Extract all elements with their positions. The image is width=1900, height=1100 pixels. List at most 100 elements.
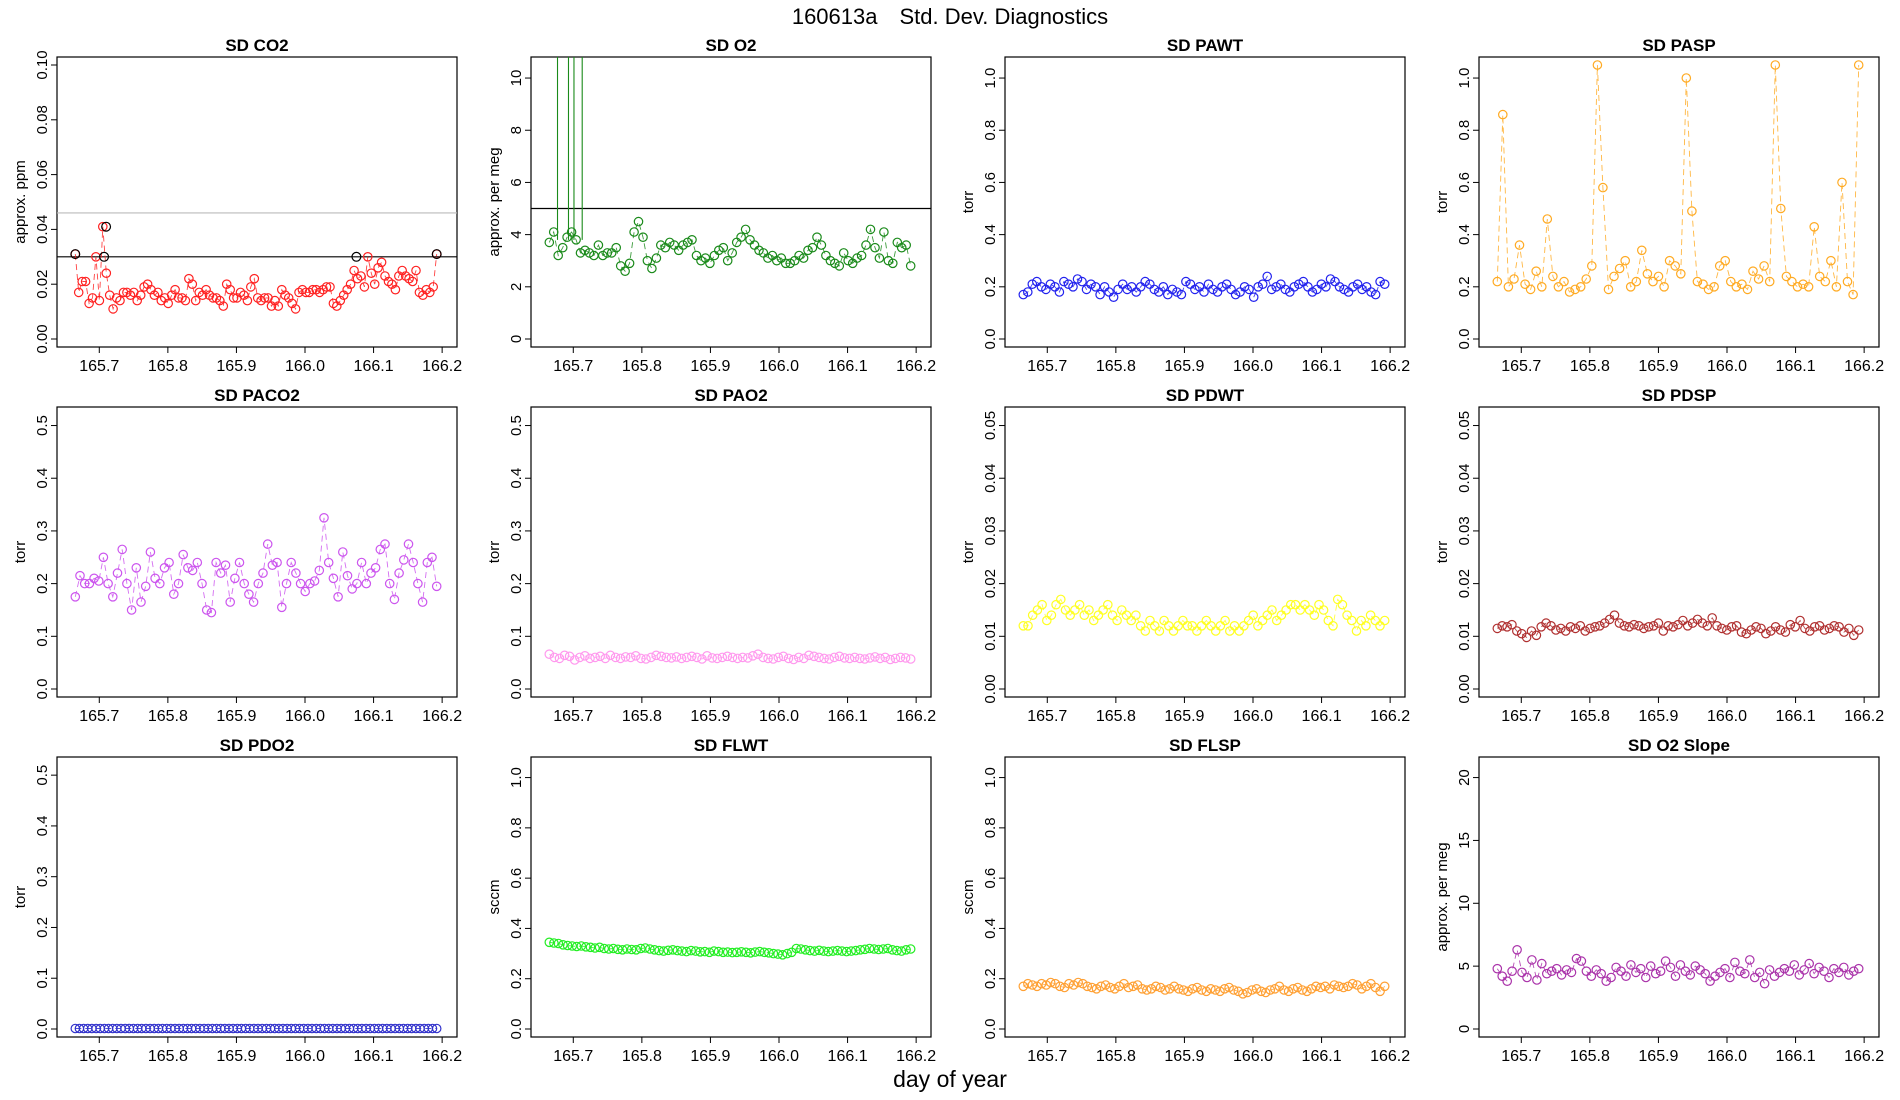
data-point xyxy=(1037,599,1047,610)
data-point xyxy=(1032,605,1043,615)
data-point xyxy=(1046,610,1057,620)
data-point xyxy=(1585,623,1595,634)
data-point xyxy=(1820,276,1831,287)
data-point xyxy=(1570,284,1580,295)
data-point xyxy=(1595,620,1605,631)
data-point xyxy=(856,250,867,261)
data-point xyxy=(1315,982,1326,993)
plot-frame xyxy=(1478,406,1880,698)
x-tick-label: 166.1 xyxy=(1302,1048,1342,1065)
data-point xyxy=(1247,985,1257,995)
data-point xyxy=(1265,985,1276,995)
data-point xyxy=(1036,978,1047,989)
data-point xyxy=(638,232,648,242)
data-point xyxy=(1023,620,1033,631)
data-point xyxy=(661,652,672,663)
data-point xyxy=(1192,626,1202,636)
data-point xyxy=(115,295,125,306)
x-tick-label: 165.9 xyxy=(216,358,256,375)
data-point xyxy=(305,578,315,589)
data-point xyxy=(1842,276,1853,287)
data-point xyxy=(1507,619,1517,630)
data-point xyxy=(905,944,916,954)
data-point xyxy=(300,586,310,597)
x-tick-label: 166.1 xyxy=(354,1048,394,1065)
data-point xyxy=(544,237,555,248)
data-point xyxy=(1142,985,1152,995)
data-point xyxy=(782,948,792,959)
data-point xyxy=(1276,610,1287,620)
data-point xyxy=(1187,983,1198,994)
data-point xyxy=(625,652,636,663)
figure-title-text: Std. Dev. Diagnostics xyxy=(899,4,1109,29)
data-point xyxy=(686,651,697,662)
y-tick-label: 0.00 xyxy=(34,324,51,353)
x-tick-label: 166.0 xyxy=(1707,358,1747,375)
x-tick-label: 165.8 xyxy=(622,1048,662,1065)
data-point xyxy=(323,557,334,568)
data-point xyxy=(783,653,794,664)
data-point xyxy=(122,578,132,589)
data-point xyxy=(870,652,880,662)
data-point xyxy=(666,653,677,663)
data-point xyxy=(1140,626,1151,636)
data-point xyxy=(428,282,438,292)
data-point xyxy=(403,539,414,549)
data-point xyxy=(1521,632,1532,643)
data-point xyxy=(1670,971,1681,981)
data-point xyxy=(108,591,118,602)
data-point xyxy=(736,232,746,242)
data-point xyxy=(1126,615,1136,626)
data-point xyxy=(1267,605,1277,615)
y-tick-label: 4 xyxy=(508,230,525,238)
data-point xyxy=(1837,177,1847,188)
data-point xyxy=(1140,276,1150,287)
y-axis-label: torr xyxy=(12,541,29,564)
data-point xyxy=(335,295,346,306)
data-point xyxy=(1844,623,1854,634)
data-point xyxy=(1164,983,1175,994)
data-point xyxy=(905,261,916,271)
data-point xyxy=(671,652,682,662)
data-point xyxy=(1507,966,1517,976)
panel-title: SD PASP xyxy=(1642,36,1715,55)
data-point xyxy=(1238,988,1248,999)
data-point xyxy=(1174,983,1184,994)
panel-title: SD PDSP xyxy=(1642,386,1717,405)
data-point xyxy=(1219,983,1230,994)
data-point xyxy=(566,227,577,237)
data-point xyxy=(861,240,871,250)
data-point xyxy=(667,944,678,955)
data-point xyxy=(745,947,756,958)
y-tick-label: 0.4 xyxy=(508,468,525,489)
data-point xyxy=(1183,986,1193,997)
data-point xyxy=(1082,981,1093,992)
data-point xyxy=(1347,615,1357,626)
y-tick-label: 0.0 xyxy=(982,329,999,350)
data-point xyxy=(220,560,231,570)
series-line xyxy=(1496,64,1860,295)
data-point xyxy=(649,944,660,955)
x-tick-label: 165.8 xyxy=(1096,708,1136,725)
data-point xyxy=(896,946,907,956)
x-tick-label: 166.0 xyxy=(1233,1048,1273,1065)
data-point xyxy=(691,250,702,261)
x-tick-label: 166.1 xyxy=(828,358,868,375)
data-point xyxy=(1698,279,1708,289)
data-point xyxy=(610,652,621,663)
y-tick-label: 2 xyxy=(508,283,525,291)
x-tick-label: 165.8 xyxy=(148,708,188,725)
data-point xyxy=(80,276,91,287)
data-point xyxy=(1055,981,1065,992)
x-tick-label: 165.8 xyxy=(622,708,662,725)
data-point xyxy=(1726,276,1736,287)
data-point xyxy=(1603,284,1614,295)
data-point xyxy=(235,287,246,298)
data-point xyxy=(1103,599,1113,610)
y-tick-label: 6 xyxy=(508,178,525,186)
data-point xyxy=(73,287,84,298)
data-point xyxy=(773,949,783,959)
data-point xyxy=(631,944,641,955)
data-point xyxy=(1182,620,1193,631)
data-point xyxy=(1253,620,1263,631)
